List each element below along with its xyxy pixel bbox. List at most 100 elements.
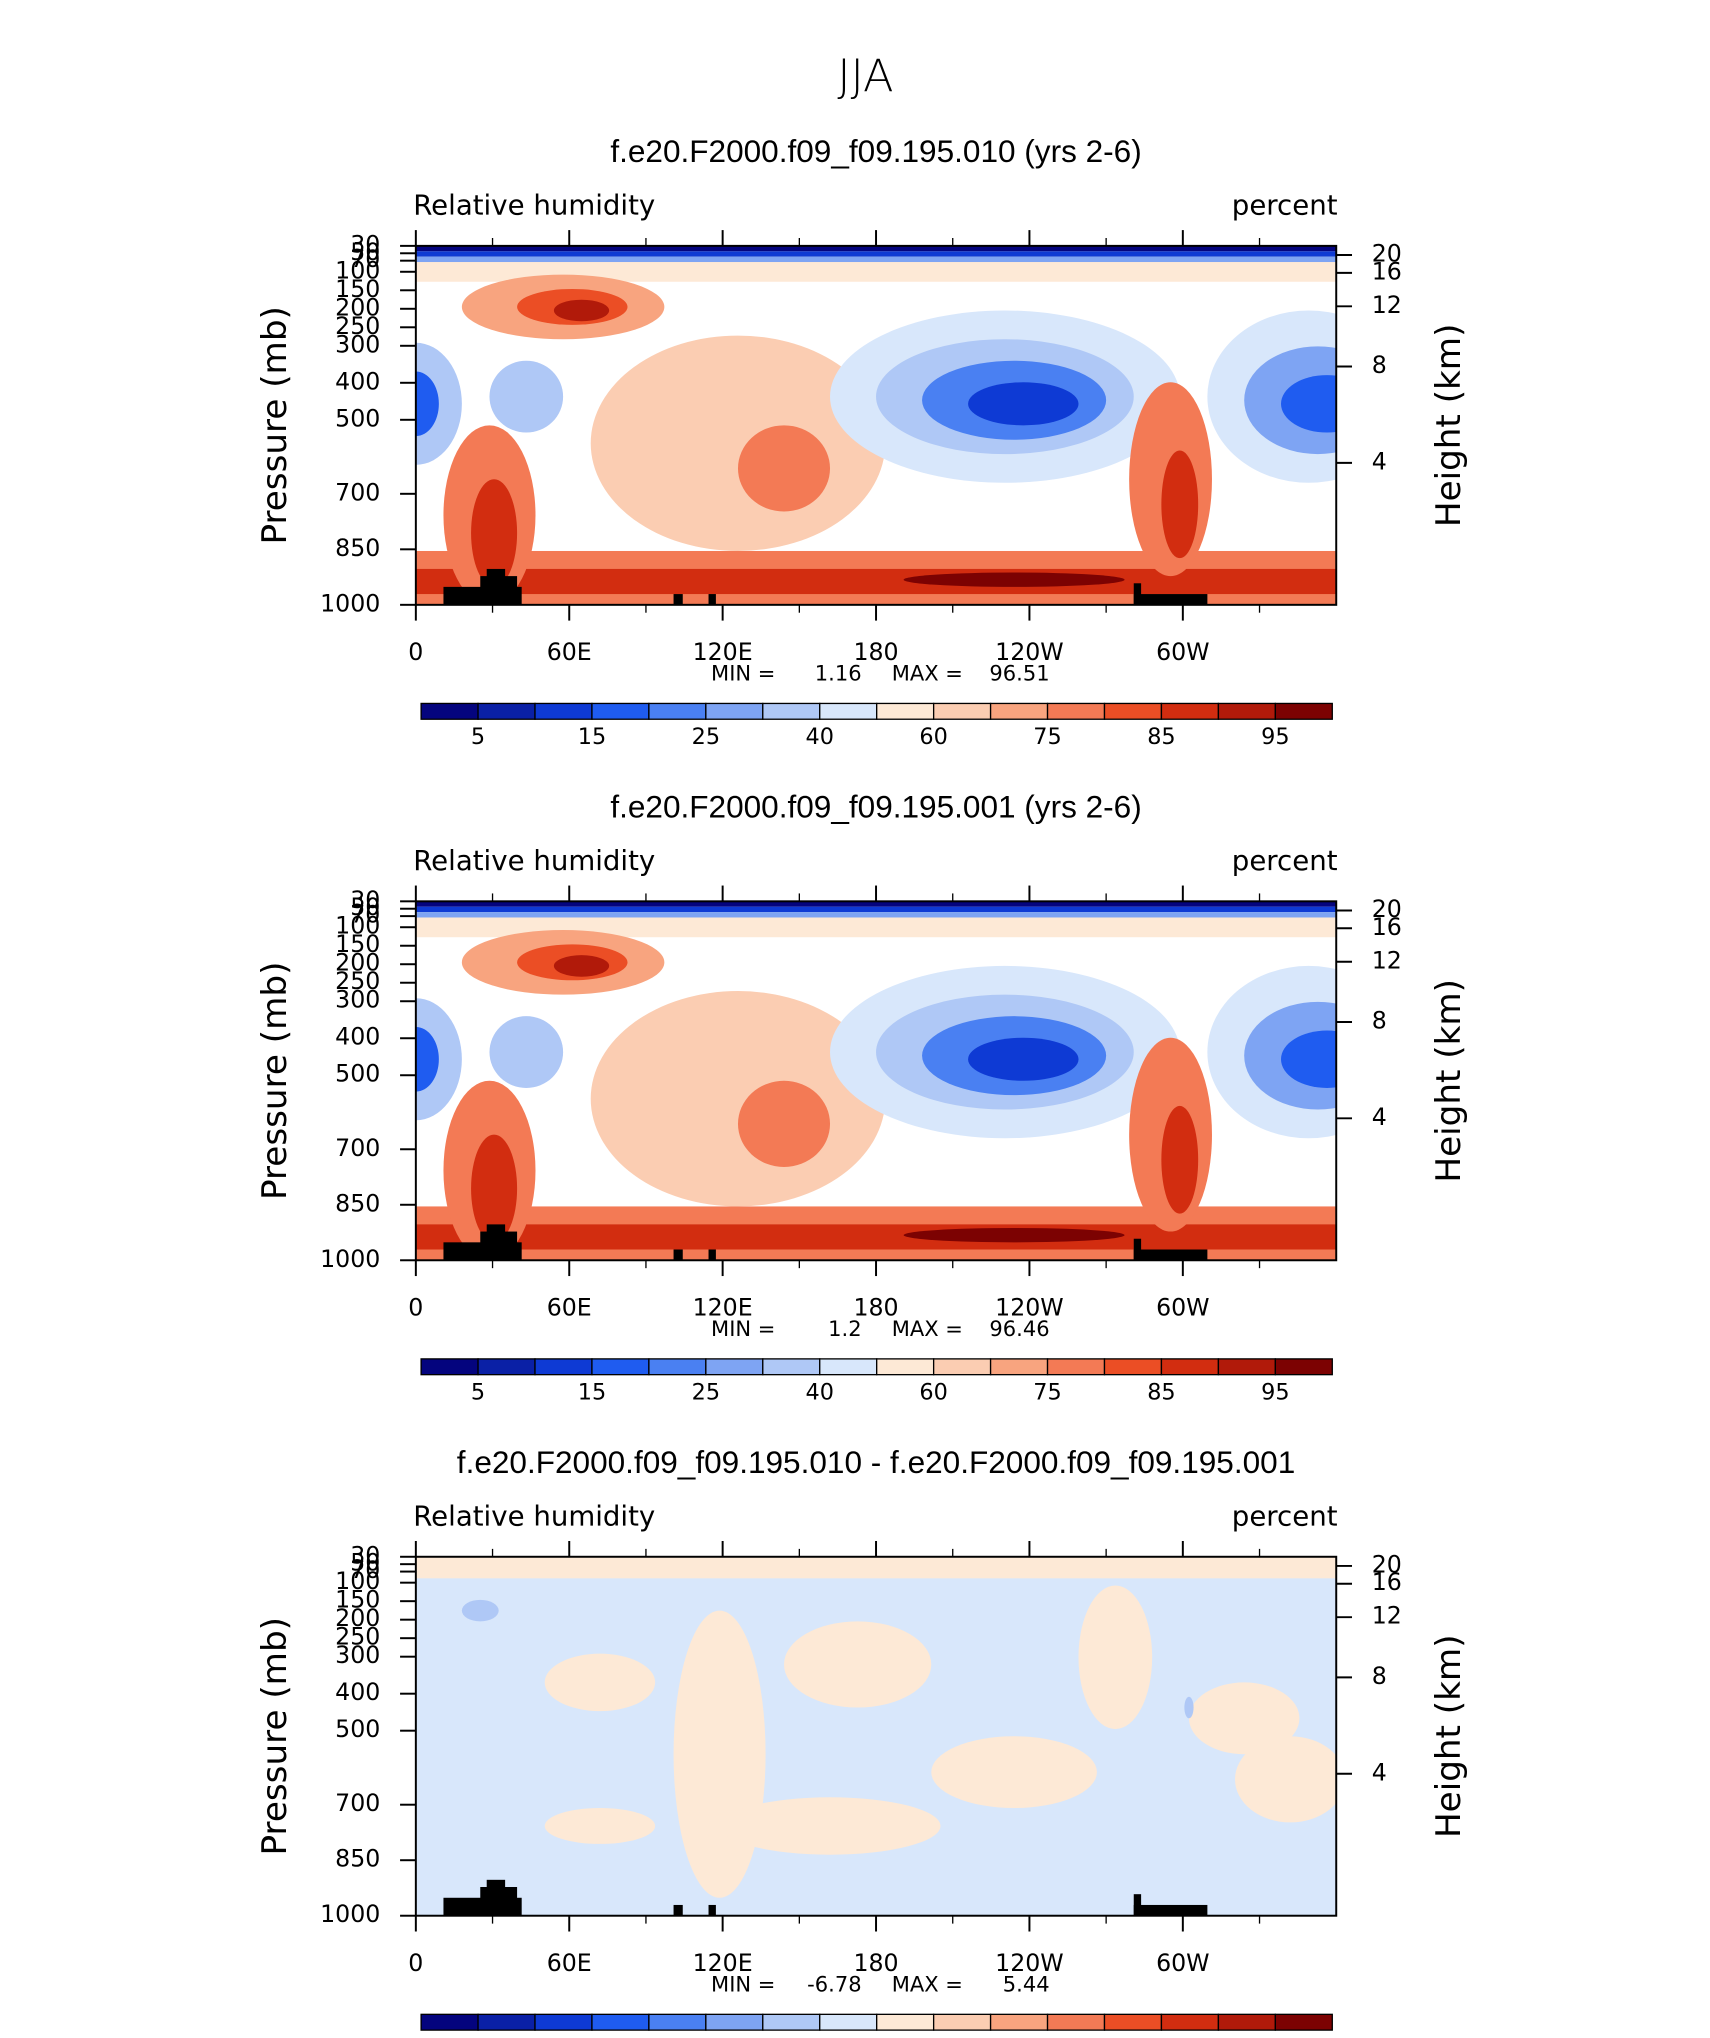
colorbar-box xyxy=(876,2013,935,2031)
colorbar-box xyxy=(648,1358,707,1376)
min-value: -6.78 xyxy=(807,1971,861,1996)
contour-region xyxy=(1235,1736,1337,1823)
colorbar-label: 85 xyxy=(1147,1380,1175,1406)
colorbar-box xyxy=(762,702,821,720)
y-tick-label: 150 xyxy=(335,275,380,303)
y-tick-label: 300 xyxy=(335,986,380,1014)
terrain xyxy=(1133,594,1208,605)
colorbar-box xyxy=(534,2013,593,2031)
colorbar-label: 60 xyxy=(919,724,947,750)
colorbar-label: 50 xyxy=(1261,2035,1289,2038)
y2-axis-label: Height (km) xyxy=(1429,979,1469,1183)
contour-region xyxy=(461,1599,499,1622)
contour-region xyxy=(553,299,610,322)
colorbar-label: -5 xyxy=(809,2035,831,2038)
colorbar-box xyxy=(1274,1358,1333,1376)
y-tick-label: 700 xyxy=(335,478,380,506)
colorbar-box xyxy=(477,2013,536,2031)
terrain xyxy=(708,594,716,605)
figure-title: JJA xyxy=(837,50,893,102)
x-tick-label: 120E xyxy=(693,638,753,666)
y-tick-label: 850 xyxy=(335,1845,380,1873)
colorbar-box xyxy=(1160,1358,1220,1376)
colorbar-box xyxy=(1217,1358,1276,1376)
colorbar-box xyxy=(591,1358,650,1376)
y2-tick-label: 16 xyxy=(1372,257,1402,285)
colorbar-label: 25 xyxy=(692,724,720,750)
colorbar-box xyxy=(876,1358,935,1376)
contour-region xyxy=(968,1037,1079,1081)
y-tick-label: 1000 xyxy=(320,589,380,617)
max-label: MAX = xyxy=(892,1316,963,1341)
colorbar-box xyxy=(1046,1358,1106,1376)
x-tick-label: 60E xyxy=(547,638,592,666)
colorbar-box xyxy=(1046,702,1106,720)
y-tick-label: 50 xyxy=(350,1549,380,1577)
terrain xyxy=(708,1249,716,1261)
contour-band xyxy=(415,912,1337,918)
x-tick-label: 60W xyxy=(1156,1949,1210,1977)
y-tick-label: 250 xyxy=(335,967,380,995)
contour-band xyxy=(415,251,1337,257)
x-tick-label: 0 xyxy=(408,1293,423,1321)
x-tick-label: 0 xyxy=(408,638,423,666)
terrain xyxy=(673,1904,683,1916)
colorbar-box xyxy=(1103,2013,1163,2031)
contour-band xyxy=(415,245,1337,252)
contour-region xyxy=(471,479,518,587)
colorbar-box xyxy=(762,1358,821,1376)
colorbar-label: 15 xyxy=(578,724,606,750)
colorbar-box xyxy=(1160,2013,1220,2031)
y-tick-label: 30 xyxy=(350,230,380,258)
contour-region xyxy=(471,1134,518,1243)
colorbar-box xyxy=(420,2013,479,2031)
colorbar-box xyxy=(477,702,536,720)
y-tick-label: 300 xyxy=(335,330,380,358)
colorbar-box xyxy=(534,702,593,720)
y2-tick-label: 4 xyxy=(1372,1103,1387,1131)
colorbar-box xyxy=(591,702,650,720)
y-tick-label: 400 xyxy=(335,1023,380,1051)
contour-region xyxy=(544,1808,656,1844)
colorbar-label: 20 xyxy=(1090,2035,1118,2038)
y2-tick-label: 16 xyxy=(1372,1568,1402,1596)
min-label: MIN = xyxy=(711,1971,775,1996)
y-tick-label: 150 xyxy=(335,1586,380,1614)
y-tick-label: 30 xyxy=(350,886,380,914)
x-tick-label: 120W xyxy=(995,1293,1064,1321)
colorbar-box xyxy=(989,2013,1049,2031)
contour-region xyxy=(1188,1682,1300,1755)
y-tick-label: 850 xyxy=(335,1189,380,1217)
max-label: MAX = xyxy=(892,1971,963,1996)
colorbar-label: 85 xyxy=(1147,724,1175,750)
terrain xyxy=(673,1249,683,1261)
terrain xyxy=(1133,583,1142,605)
colorbar-box xyxy=(819,702,878,720)
contour-region xyxy=(553,955,610,977)
y2-axis-label: Height (km) xyxy=(1429,324,1469,528)
y-tick-label: 100 xyxy=(335,256,380,284)
colorbar-label: 95 xyxy=(1261,724,1289,750)
max-label: MAX = xyxy=(892,661,963,686)
y-tick-label: 850 xyxy=(335,534,380,562)
x-tick-label: 120E xyxy=(693,1293,753,1321)
colorbar-box xyxy=(989,1358,1049,1376)
y-tick-label: 50 xyxy=(350,893,380,921)
contour-band xyxy=(415,568,1337,595)
terrain xyxy=(1133,1904,1208,1916)
colorbar-label: -15 xyxy=(688,2035,725,2038)
colorbar-box xyxy=(932,702,992,720)
contour-band xyxy=(415,1556,1337,1579)
colorbar-box xyxy=(989,702,1049,720)
colorbar-box xyxy=(819,1358,878,1376)
colorbar-box xyxy=(1217,702,1276,720)
y2-tick-label: 20 xyxy=(1372,240,1402,268)
y-tick-label: 200 xyxy=(335,949,380,977)
colorbar-label: 60 xyxy=(919,1380,947,1406)
y2-tick-label: 20 xyxy=(1372,1550,1402,1578)
colorbar-label: 30 xyxy=(1147,2035,1175,2038)
contour-region xyxy=(489,360,564,433)
colorbar-box xyxy=(1103,702,1163,720)
y-tick-label: 500 xyxy=(335,404,380,432)
y2-tick-label: 4 xyxy=(1372,447,1387,475)
